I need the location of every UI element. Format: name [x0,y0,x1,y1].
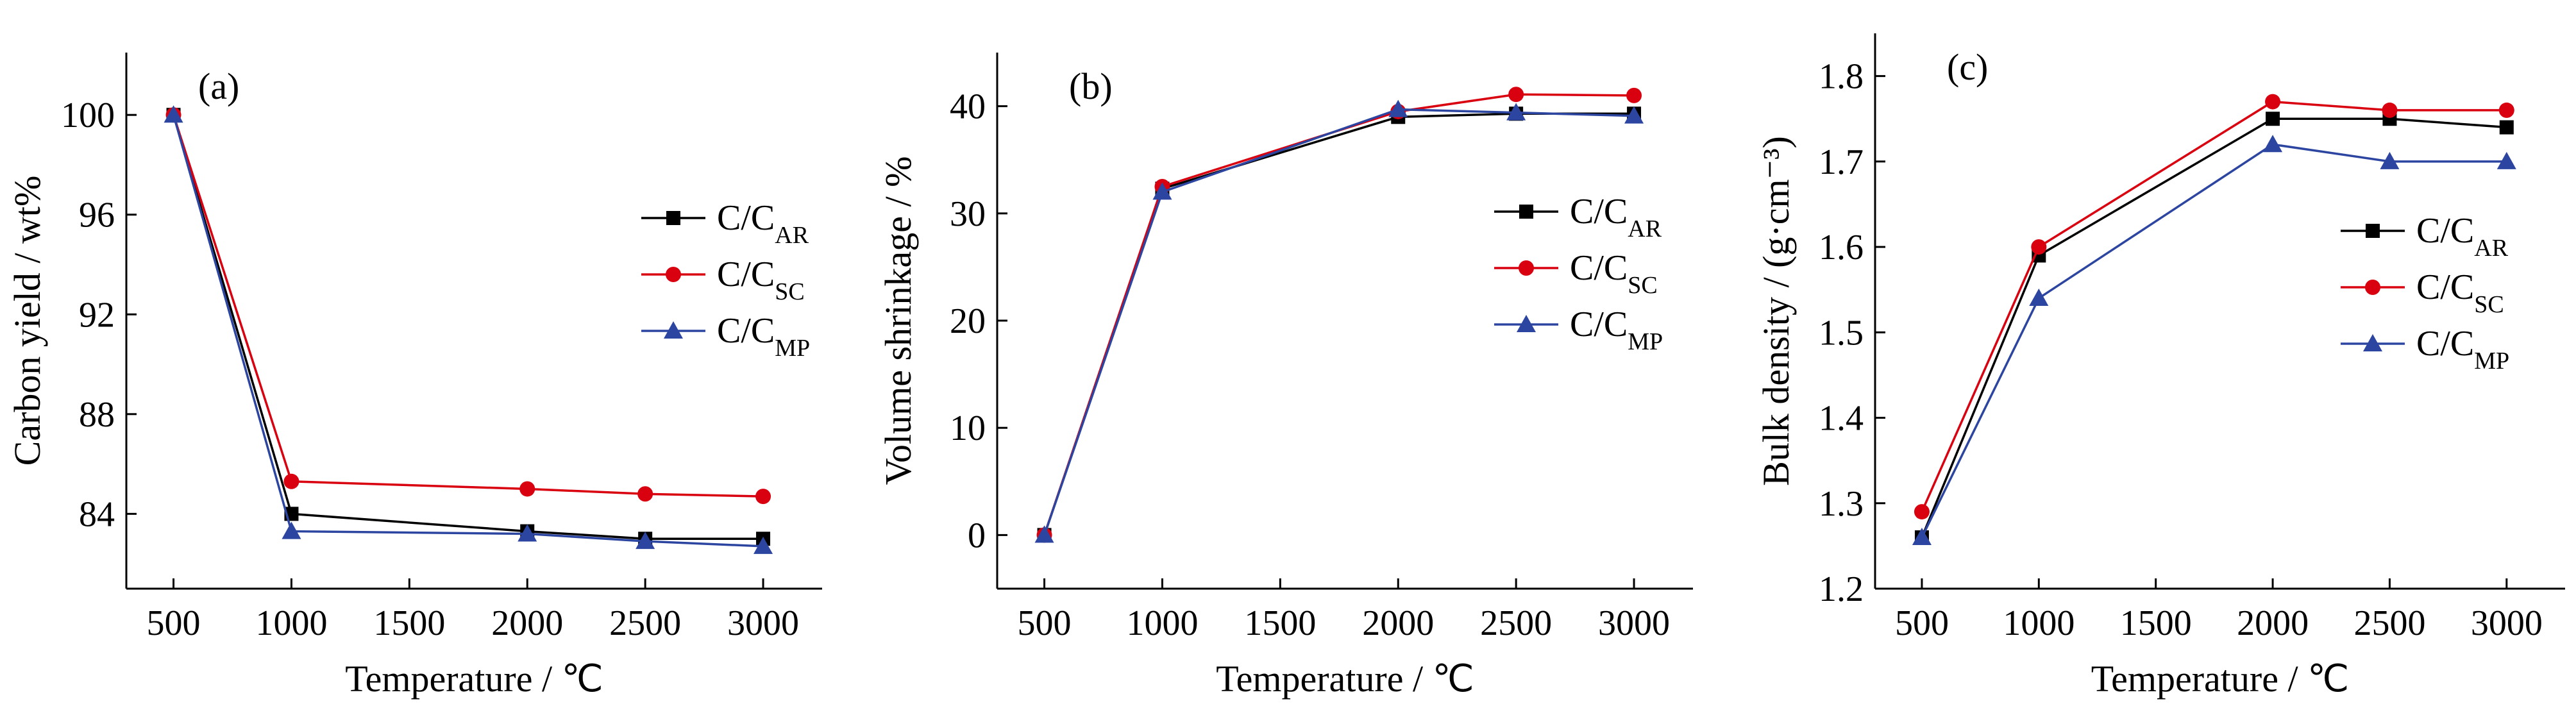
legend-marker [2366,224,2380,238]
data-point [1912,528,1932,546]
x-tick-label: 2500 [2353,603,2425,643]
y-tick-label: 0 [968,516,986,555]
data-point [2498,102,2514,118]
x-axis-title: Temperature / ℃ [1216,658,1474,700]
data-point [1508,87,1524,103]
series-line [172,114,764,498]
x-axis-title: Temperature / ℃ [2091,658,2349,700]
data-point [636,532,655,550]
data-point [1914,504,1930,520]
data-point [2382,102,2398,118]
x-tick-label: 2500 [1480,603,1552,643]
x-tick-label: 3000 [727,603,799,643]
y-tick-label: 20 [950,301,986,341]
data-point [1388,99,1408,117]
chart-panel-3: 500 1000 1500 2000 2500 3000 1.2 1.3 1.4 1.5 1.6 1.… [1755,33,2565,700]
x-tick-label: 2000 [491,603,563,643]
data-point [2029,289,2049,307]
x-tick-label: 1500 [2120,603,2192,643]
data-point [1034,525,1054,543]
x-axis-title: Temperature / ℃ [345,658,603,700]
x-tick-label: 3000 [2471,603,2543,643]
y-tick-label: 1.4 [1819,399,1864,439]
y-tick-label: 92 [79,295,115,335]
legend-entry: C/CAR [1570,192,1662,242]
data-point [2031,239,2047,255]
y-axis-title: Volume shrinkage / % [877,156,919,485]
panel-label: (a) [198,65,239,107]
x-tick-label: 1000 [255,603,327,643]
legend-entry: C/CMP [1570,305,1663,355]
legend-entry: C/CMP [717,311,810,362]
legend-marker [664,321,683,339]
data-point [519,481,535,497]
series-line [1043,93,1635,535]
legend-marker [2365,280,2380,295]
data-point [283,473,299,489]
legend-marker [666,211,680,225]
y-tick-label: 1.7 [1819,142,1864,182]
data-point [1626,87,1642,103]
y-tick-label: 1.3 [1819,484,1864,524]
x-tick-label: 1500 [373,603,445,643]
y-tick-label: 88 [79,395,115,435]
panel-label: (c) [1947,46,1988,88]
legend-marker [666,267,681,282]
y-tick-label: 96 [79,196,115,235]
legend-entry: C/CMP [2416,324,2509,374]
y-tick-label: 100 [61,96,115,135]
data-point [1624,106,1644,124]
chart-panel-1: 500 1000 1500 2000 2500 3000 84 88 92 96 100 Temper… [6,53,822,700]
y-tick-label: 30 [950,194,986,234]
legend-entry: C/CAR [2416,211,2509,262]
x-tick-label: 2000 [1362,603,1434,643]
y-tick-label: 1.5 [1819,313,1864,353]
panel-label: (b) [1069,65,1113,107]
y-axis-title: Bulk density / (g·cm⁻³) [1755,136,1797,486]
legend-marker [2363,334,2382,351]
data-point [518,524,537,542]
data-point [2266,112,2280,126]
data-point [1152,182,1172,200]
y-tick-label: 84 [79,494,115,534]
data-point [2496,151,2516,169]
x-tick-label: 1000 [1126,603,1198,643]
x-tick-label: 3000 [1598,603,1670,643]
legend-entry: C/CSC [1570,248,1658,299]
y-axis-title: Carbon yield / wt% [6,176,48,466]
x-tick-label: 2000 [2237,603,2309,643]
y-tick-label: 40 [950,87,986,127]
chart-panel-2: 500 1000 1500 2000 2500 3000 0 10 20 30 40 Temperat… [877,53,1693,700]
data-point [2499,120,2514,135]
y-tick-label: 1.8 [1819,57,1864,97]
x-tick-label: 500 [147,603,201,643]
data-point [2263,135,2283,153]
x-tick-label: 500 [1018,603,1072,643]
legend-marker [1517,315,1536,332]
y-tick-label: 1.6 [1819,228,1864,267]
x-tick-label: 2500 [609,603,681,643]
data-point [2380,151,2400,169]
legend-entry: C/CSC [717,255,805,305]
x-tick-label: 500 [1895,603,1949,643]
legend-marker [1519,260,1534,276]
data-point [2265,94,2281,110]
y-tick-label: 1.2 [1819,569,1864,609]
series-line [1043,108,1635,535]
data-point [753,536,773,554]
y-tick-label: 10 [950,408,986,448]
data-point [637,486,653,502]
data-point [164,105,183,123]
data-point [282,521,301,539]
x-tick-label: 1000 [2003,603,2075,643]
legend-entry: C/CSC [2416,267,2504,318]
legend-entry: C/CAR [717,198,809,249]
data-point [1506,103,1526,121]
legend-marker [1519,205,1533,219]
x-tick-label: 1500 [1244,603,1316,643]
data-point [755,489,771,505]
